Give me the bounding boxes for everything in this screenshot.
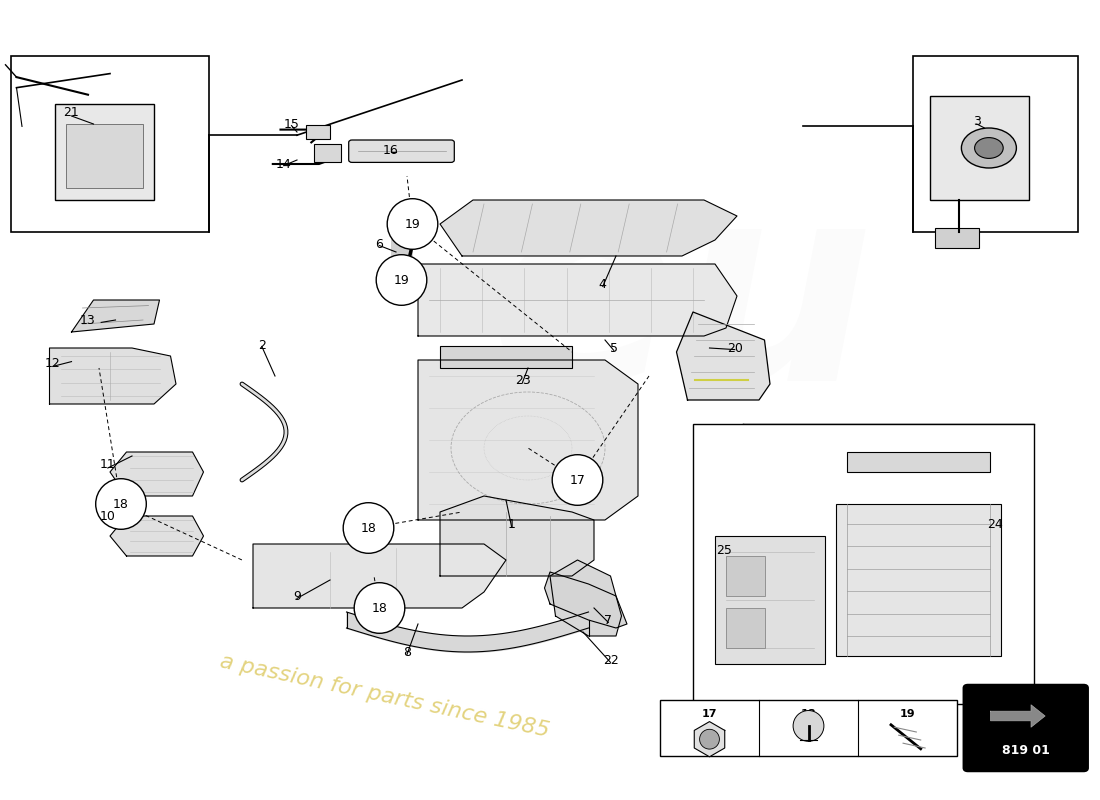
Text: 8: 8 xyxy=(403,646,411,658)
Text: 1: 1 xyxy=(507,518,516,530)
Circle shape xyxy=(961,128,1016,168)
FancyBboxPatch shape xyxy=(964,685,1088,771)
Ellipse shape xyxy=(354,582,405,634)
Ellipse shape xyxy=(793,710,824,742)
FancyBboxPatch shape xyxy=(726,556,764,596)
Text: 18: 18 xyxy=(801,709,816,719)
FancyBboxPatch shape xyxy=(660,700,957,756)
Polygon shape xyxy=(50,348,176,404)
Text: 18: 18 xyxy=(372,602,387,614)
Polygon shape xyxy=(253,544,506,608)
Text: 10: 10 xyxy=(100,510,116,522)
FancyBboxPatch shape xyxy=(726,608,764,648)
Text: eu: eu xyxy=(488,169,876,439)
Text: 19: 19 xyxy=(405,218,420,230)
Ellipse shape xyxy=(387,198,438,250)
FancyBboxPatch shape xyxy=(913,56,1078,232)
Polygon shape xyxy=(550,560,622,636)
Text: 20: 20 xyxy=(727,342,742,354)
Text: 2: 2 xyxy=(257,339,266,352)
Text: 15: 15 xyxy=(284,118,299,130)
FancyBboxPatch shape xyxy=(836,504,1001,656)
Text: 25: 25 xyxy=(716,544,732,557)
Circle shape xyxy=(975,138,1003,158)
Text: 19: 19 xyxy=(900,709,915,719)
FancyBboxPatch shape xyxy=(693,424,1034,704)
Ellipse shape xyxy=(343,502,394,554)
FancyBboxPatch shape xyxy=(11,56,209,232)
Text: 9: 9 xyxy=(293,590,301,602)
Ellipse shape xyxy=(376,254,427,306)
Polygon shape xyxy=(440,200,737,256)
Text: 19: 19 xyxy=(394,274,409,286)
Text: a passion for parts since 1985: a passion for parts since 1985 xyxy=(219,651,551,741)
Ellipse shape xyxy=(700,730,719,749)
Text: 18: 18 xyxy=(361,522,376,534)
FancyBboxPatch shape xyxy=(66,124,143,188)
FancyBboxPatch shape xyxy=(55,104,154,200)
Text: 17: 17 xyxy=(702,709,717,719)
Text: 14: 14 xyxy=(276,158,292,170)
Polygon shape xyxy=(72,300,160,332)
Polygon shape xyxy=(440,496,594,576)
Text: 11: 11 xyxy=(100,458,116,470)
Text: 23: 23 xyxy=(515,374,530,386)
Polygon shape xyxy=(990,705,1045,727)
Text: 6: 6 xyxy=(375,238,384,251)
FancyBboxPatch shape xyxy=(306,125,330,139)
Text: 24: 24 xyxy=(988,518,1003,530)
Polygon shape xyxy=(390,232,412,268)
Polygon shape xyxy=(418,264,737,336)
Polygon shape xyxy=(418,360,638,520)
Text: 12: 12 xyxy=(45,358,60,370)
FancyBboxPatch shape xyxy=(935,228,979,248)
FancyBboxPatch shape xyxy=(847,452,990,472)
Polygon shape xyxy=(110,452,204,496)
Text: 18: 18 xyxy=(113,498,129,510)
FancyBboxPatch shape xyxy=(930,96,1028,200)
Polygon shape xyxy=(676,312,770,400)
Text: 17: 17 xyxy=(570,474,585,486)
FancyBboxPatch shape xyxy=(715,536,825,664)
Text: 4: 4 xyxy=(598,278,607,290)
Ellipse shape xyxy=(96,478,146,530)
Polygon shape xyxy=(110,516,204,556)
Ellipse shape xyxy=(552,454,603,506)
Text: 7: 7 xyxy=(604,614,613,626)
FancyBboxPatch shape xyxy=(314,144,341,162)
Text: 21: 21 xyxy=(64,106,79,118)
Text: 5: 5 xyxy=(609,342,618,354)
Text: 819 01: 819 01 xyxy=(1002,744,1049,757)
Text: 16: 16 xyxy=(383,144,398,157)
FancyBboxPatch shape xyxy=(440,346,572,368)
Text: 13: 13 xyxy=(80,314,96,326)
Text: 3: 3 xyxy=(972,115,981,128)
Polygon shape xyxy=(694,722,725,757)
Text: 22: 22 xyxy=(603,654,618,666)
Polygon shape xyxy=(544,572,627,628)
FancyBboxPatch shape xyxy=(349,140,454,162)
